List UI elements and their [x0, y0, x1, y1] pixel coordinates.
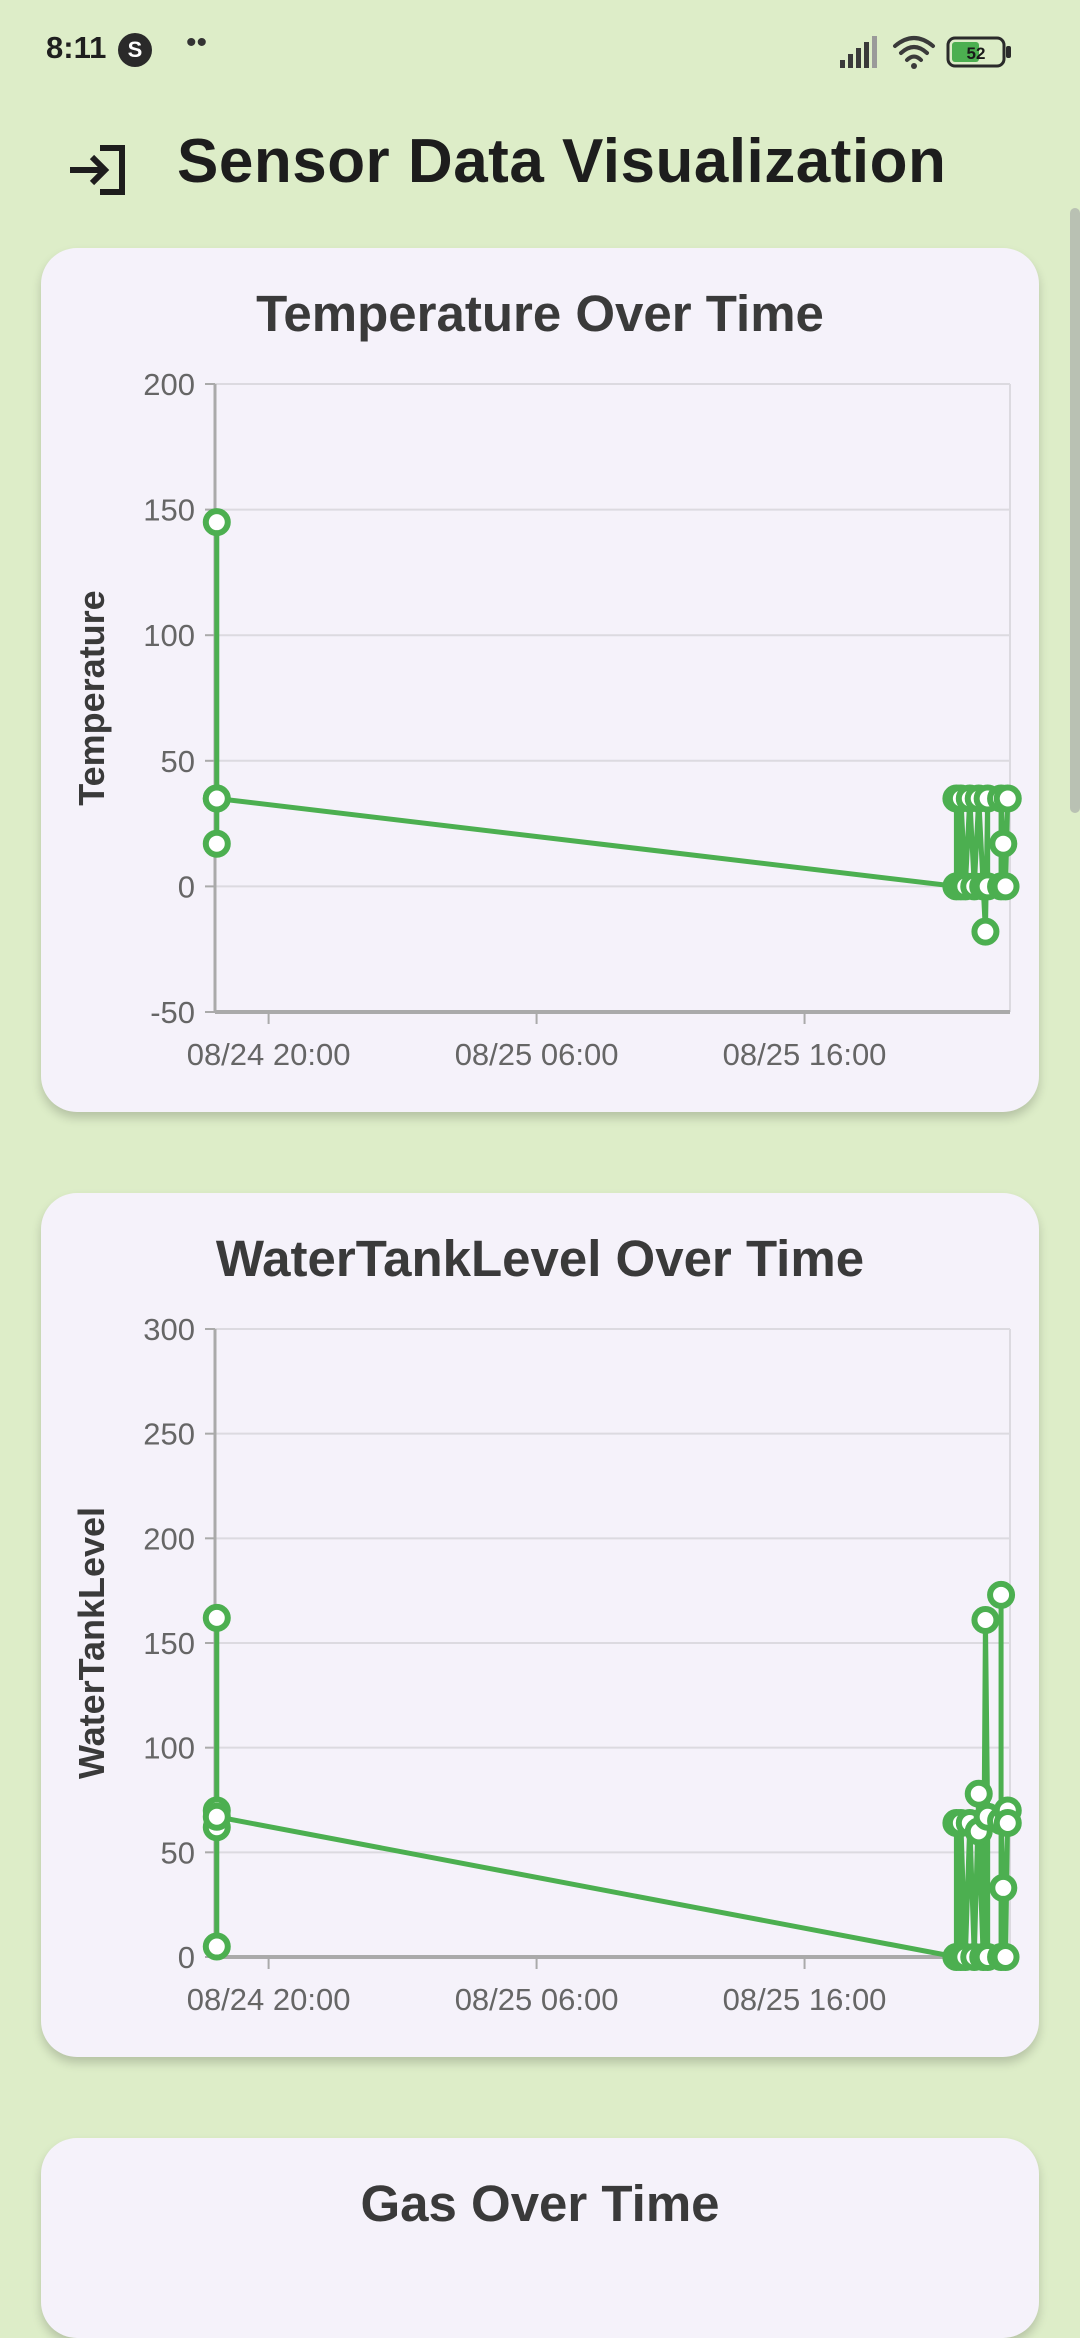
x-tick-label: 08/24 20:00 [187, 1982, 351, 2017]
chart-title: Temperature Over Time [256, 285, 824, 342]
battery-level: 52 [967, 44, 986, 63]
chart-card-temperature: Temperature Over Time 200 150 100 50 0 -50 08/… [41, 248, 1039, 1112]
notification-app-icon: S [118, 33, 152, 67]
chart-card-watertanklevel: WaterTankLevel Over Time 300 250 200 150 100… [41, 1193, 1039, 2057]
page-title: Sensor Data Visualization [177, 127, 947, 196]
scrollbar[interactable] [1070, 208, 1080, 813]
x-tick-label: 08/25 16:00 [723, 1982, 887, 2017]
data-point[interactable] [991, 1943, 1020, 1971]
y-tick-label: 0 [178, 1940, 195, 1975]
data-point[interactable] [202, 784, 231, 813]
wifi-icon [893, 36, 935, 69]
y-tick-label: 50 [161, 1835, 195, 1870]
battery-icon: 52 [946, 36, 1011, 68]
data-point[interactable] [993, 784, 1022, 813]
login-icon[interactable] [66, 140, 130, 200]
temperature-chart: 200 150 100 50 0 -50 08/24 20:00 08/25 06:00 08/… [71, 367, 1022, 1072]
data-point[interactable] [993, 1809, 1022, 1838]
y-axis-label: Temperature [71, 590, 112, 805]
y-axis-label: WaterTankLevel [71, 1507, 112, 1779]
series-line [214, 1592, 1011, 1960]
data-point[interactable] [971, 917, 1000, 946]
data-point[interactable] [987, 1580, 1016, 1609]
y-tick-label: 300 [143, 1312, 195, 1347]
data-point[interactable] [202, 1802, 231, 1831]
y-tick-label: 0 [178, 869, 195, 904]
watertanklevel-chart: 300 250 200 150 100 50 0 08/24 20:00 08/25 06:00… [71, 1312, 1022, 2017]
x-tick-label: 08/25 06:00 [455, 1037, 619, 1072]
status-bar: 8:11 S •• 52 [0, 0, 1080, 100]
data-point[interactable] [202, 508, 231, 537]
status-icons: 52 [840, 32, 1020, 77]
series-line [214, 522, 1011, 935]
data-point[interactable] [202, 1603, 231, 1632]
chart-title: Gas Over Time [360, 2175, 720, 2232]
data-point[interactable] [202, 829, 231, 858]
status-time: 8:11 [46, 30, 107, 65]
y-tick-label: -50 [150, 995, 195, 1030]
y-tick-label: 200 [143, 1521, 195, 1556]
data-point[interactable] [991, 872, 1020, 901]
more-notifications-icon: •• [186, 26, 208, 59]
y-tick-label: 150 [143, 1626, 195, 1661]
x-tick-label: 08/25 16:00 [723, 1037, 887, 1072]
x-tick-label: 08/24 20:00 [187, 1037, 351, 1072]
data-point[interactable] [202, 1932, 231, 1961]
y-tick-label: 150 [143, 493, 195, 528]
signal-icon [840, 36, 877, 68]
y-tick-label: 100 [143, 618, 195, 653]
data-point[interactable] [989, 1873, 1018, 1902]
x-tick-label: 08/25 06:00 [455, 1982, 619, 2017]
y-tick-label: 50 [161, 744, 195, 779]
y-tick-label: 250 [143, 1417, 195, 1452]
y-tick-label: 200 [143, 367, 195, 402]
y-tick-label: 100 [143, 1731, 195, 1766]
data-point[interactable] [971, 1605, 1000, 1634]
chart-card-gas: Gas Over Time [41, 2138, 1039, 2338]
data-point[interactable] [964, 1779, 993, 1808]
chart-title: WaterTankLevel Over Time [215, 1230, 865, 1287]
data-point[interactable] [989, 829, 1018, 858]
